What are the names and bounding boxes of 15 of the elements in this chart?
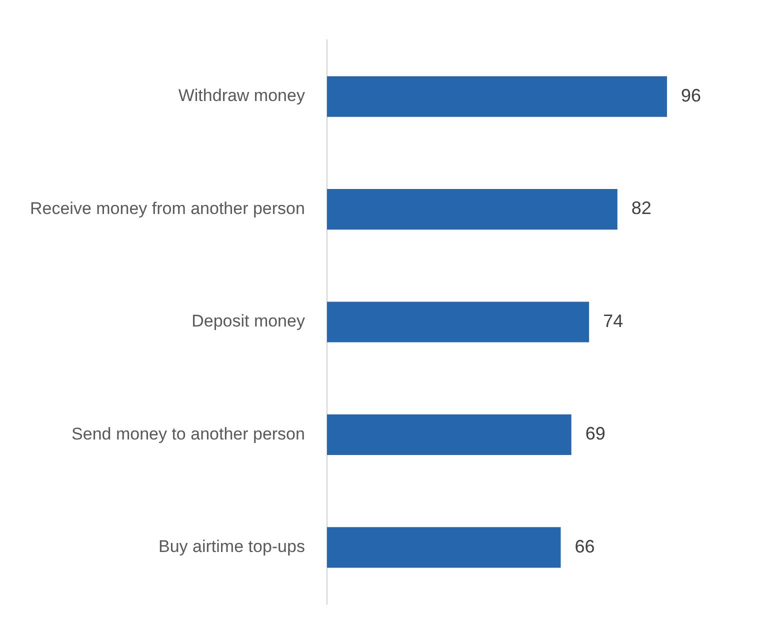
- bar: [326, 302, 590, 342]
- data-label: 69: [585, 424, 606, 444]
- y-tick-label: Send money to another person: [72, 424, 305, 444]
- y-tick-label: Receive money from another person: [30, 198, 305, 218]
- y-tick-label: Buy airtime top-ups: [158, 537, 305, 556]
- bar: [326, 188, 618, 230]
- y-tick-label: Withdraw money: [178, 86, 306, 106]
- bar: [326, 76, 667, 117]
- data-label: 74: [603, 310, 624, 331]
- bar: [326, 414, 572, 456]
- y-tick-label: Deposit money: [192, 312, 306, 331]
- data-label: 66: [574, 536, 595, 556]
- data-label: 96: [680, 86, 702, 106]
- data-label: 82: [631, 198, 652, 218]
- bar: [326, 527, 561, 568]
